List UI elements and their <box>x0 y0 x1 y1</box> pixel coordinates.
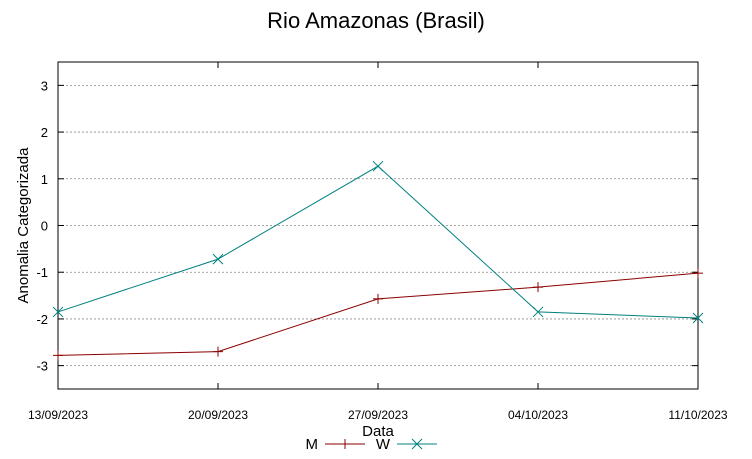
chart-title: Rio Amazonas (Brasil) <box>267 8 485 33</box>
legend-marker-M <box>340 439 350 449</box>
x-tick-label: 20/09/2023 <box>188 408 248 422</box>
y-tick-label: -1 <box>36 265 48 280</box>
data-point-W <box>52 306 64 318</box>
y-tick-label: 2 <box>41 125 48 140</box>
y-tick-label: 3 <box>41 78 48 93</box>
grid-lines <box>58 84 698 367</box>
x-tick-label: 11/10/2023 <box>668 408 727 422</box>
y-tick-label: 0 <box>41 219 48 234</box>
data-point-M <box>693 268 703 279</box>
x-axis-label: Data <box>362 423 394 440</box>
data-point-M <box>213 346 223 357</box>
y-tick-label: -2 <box>36 312 48 327</box>
data-point-M <box>53 350 63 361</box>
y-axis-label: Anomalia Categorizada <box>15 147 32 304</box>
data-point-W <box>372 160 384 172</box>
data-point-W <box>532 306 544 318</box>
series-lines <box>52 160 704 361</box>
data-point-M <box>533 282 543 293</box>
legend-label: W <box>376 436 391 453</box>
legend-label: M <box>306 436 319 453</box>
x-tick-label: 13/09/2023 <box>28 408 88 422</box>
data-point-W <box>212 253 224 265</box>
y-tick-label: -3 <box>36 359 48 374</box>
axis-ticks: 3 2 1 0 -1 -2 -3 13/09/2023 20/09/2023 27/09/2023… <box>28 62 728 422</box>
y-tick-label: 1 <box>41 172 48 187</box>
x-tick-label: 04/10/2023 <box>508 408 568 422</box>
data-point-M <box>373 293 383 304</box>
legend-marker-W <box>411 438 423 450</box>
data-point-W <box>692 312 704 324</box>
x-tick-label: 27/09/2023 <box>348 408 408 422</box>
